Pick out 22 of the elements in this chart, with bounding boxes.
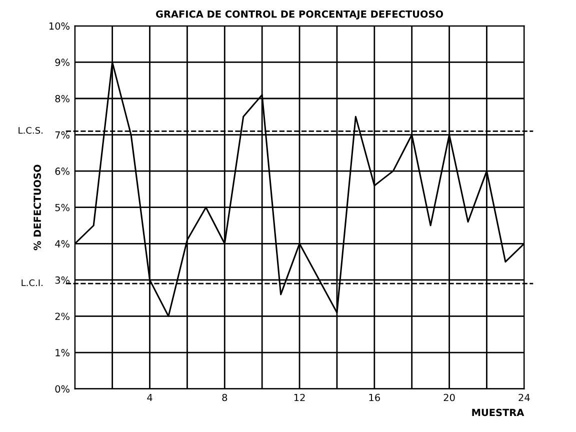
y-tick-label: 2%: [55, 312, 70, 320]
y-tick-label: 7%: [55, 131, 70, 139]
y-tick-label: 4%: [55, 240, 70, 248]
y-tick-label: 1%: [56, 348, 70, 356]
y-tick-label: 5%: [55, 204, 70, 212]
x-tick-label: 4: [147, 394, 152, 402]
ref-line-label: L.C.I.: [22, 279, 42, 286]
x-tick-label: 8: [222, 394, 228, 402]
y-axis-title: % DEFECTUOSO: [34, 164, 41, 250]
x-tick-label: 12: [294, 394, 305, 402]
x-tick-label: 24: [518, 394, 530, 402]
x-axis-title: MUESTRA: [472, 408, 524, 416]
chart-title: GRAFICA DE CONTROL DE PORCENTAJE DEFECTUOSO: [156, 10, 444, 20]
y-tick-label: 0%: [55, 385, 70, 393]
x-tick-label: 16: [369, 394, 380, 402]
y-tick-label: 6%: [55, 168, 70, 175]
y-tick-label: 3%: [55, 276, 70, 284]
x-tick-label: 20: [444, 394, 455, 402]
ref-line-label: L.C.S.: [18, 126, 42, 134]
y-tick-label: 9%: [55, 58, 70, 66]
y-tick-label: 8%: [55, 94, 70, 102]
y-tick-label: 10%: [49, 22, 70, 30]
